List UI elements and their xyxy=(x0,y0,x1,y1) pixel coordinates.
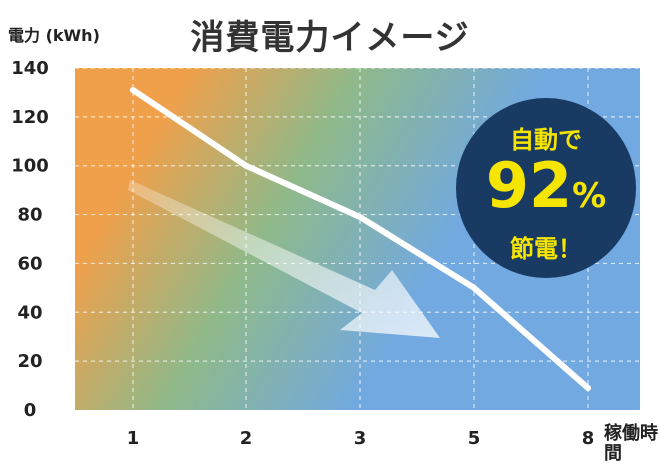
x-tick-label: 2 xyxy=(240,428,253,449)
x-tick-label: 1 xyxy=(127,428,140,449)
badge-value-wrap: 92% xyxy=(458,151,634,231)
x-axis-label: 稼働時間 xyxy=(604,423,658,464)
data-point xyxy=(585,385,591,392)
x-tick-label: 5 xyxy=(468,428,481,449)
y-tick-label: 0 xyxy=(24,400,37,421)
y-tick-label: 100 xyxy=(11,156,49,177)
savings-badge: 自動で 92% 節電！ xyxy=(458,100,634,276)
data-point xyxy=(243,162,249,169)
y-tick-label: 40 xyxy=(17,302,42,323)
badge-unit: % xyxy=(572,176,607,216)
y-tick-label: 80 xyxy=(17,205,42,226)
badge-value: 92 xyxy=(485,149,573,222)
y-ticks: 0 20 40 60 80 100 120 140 xyxy=(11,58,49,421)
badge-line1: 自動で xyxy=(510,126,582,154)
data-point xyxy=(357,214,363,221)
badge-line3: 節電！ xyxy=(510,235,582,263)
y-tick-label: 60 xyxy=(17,253,42,274)
decrease-arrow xyxy=(128,180,440,338)
y-axis-label: 電力 (kWh) xyxy=(8,26,100,45)
y-tick-label: 140 xyxy=(11,58,49,79)
x-tick-label: 8 xyxy=(582,428,595,449)
data-point xyxy=(130,86,136,93)
y-tick-label: 20 xyxy=(17,351,42,372)
x-tick-label: 3 xyxy=(354,428,367,449)
y-tick-label: 120 xyxy=(11,107,49,128)
data-point xyxy=(471,284,477,291)
x-ticks: 1 2 3 5 8 xyxy=(127,428,595,449)
chart-title: 消費電力イメージ xyxy=(190,18,470,58)
